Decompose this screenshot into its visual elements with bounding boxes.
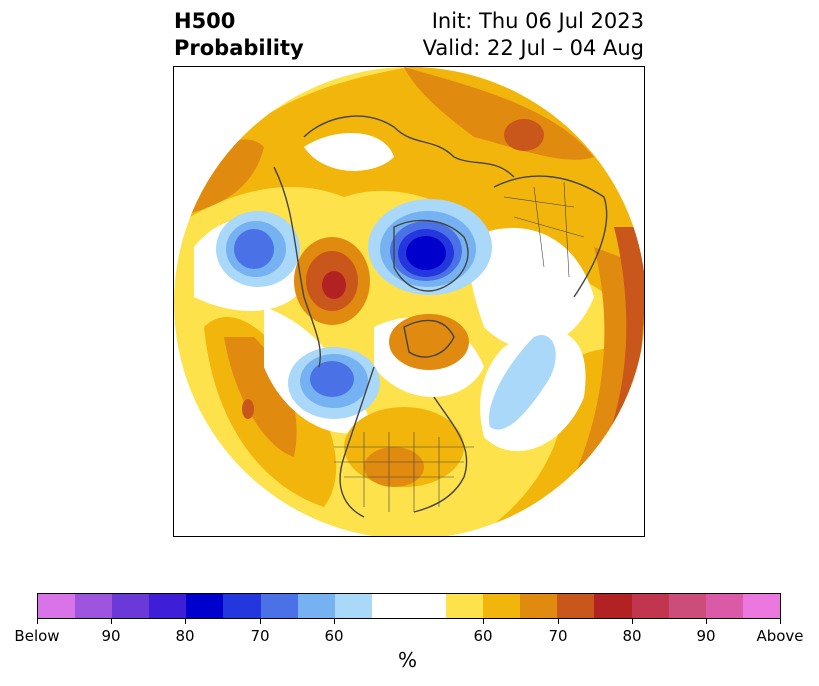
- colorbar-tick: [111, 619, 112, 624]
- probability-field: [174, 67, 644, 536]
- colorbar-labels: Below 90 80 70 60 60 70 80 90 Above: [0, 627, 819, 647]
- colorbar-segment: [594, 594, 632, 618]
- colorbar-segment: [483, 594, 521, 618]
- colorbar-tick: [706, 619, 707, 624]
- colorbar-label: Above: [756, 627, 804, 645]
- colorbar-label: 90: [101, 627, 121, 645]
- colorbar-tick: [558, 619, 559, 624]
- colorbar-label: 80: [622, 627, 642, 645]
- colorbar-segment: [112, 594, 150, 618]
- colorbar-tick: [483, 619, 484, 624]
- map-canvas: [174, 67, 644, 536]
- colorbar-tick: [632, 619, 633, 624]
- colorbar-segment: [408, 594, 447, 618]
- title-line-1: H500: [174, 9, 236, 33]
- colorbar-label: 70: [548, 627, 568, 645]
- colorbar-segment: [75, 594, 113, 618]
- colorbar-label: 60: [473, 627, 493, 645]
- colorbar-segment: [371, 594, 409, 618]
- colorbar-tick: [260, 619, 261, 624]
- polar-map: [173, 66, 645, 537]
- map-title: H500 Probability: [174, 8, 304, 62]
- colorbar-segment: [38, 594, 76, 618]
- colorbar-label: 60: [324, 627, 344, 645]
- colorbar-unit-label: %: [398, 648, 418, 672]
- colorbar-label: 70: [250, 627, 270, 645]
- colorbar-segment: [631, 594, 669, 618]
- colorbar-segment: [705, 594, 743, 618]
- forecast-dates: Init: Thu 06 Jul 2023 Valid: 22 Jul – 04…: [423, 8, 644, 62]
- borders: [334, 181, 585, 512]
- colorbar-tick: [334, 619, 335, 624]
- colorbar-segment: [297, 594, 335, 618]
- colorbar-segment: [223, 594, 261, 618]
- colorbar-label: 80: [175, 627, 195, 645]
- colorbar-segment: [260, 594, 298, 618]
- colorbar-segment: [557, 594, 595, 618]
- colorbar-segment: [186, 594, 224, 618]
- colorbar-segment: [520, 594, 558, 618]
- colorbar-label: 90: [696, 627, 716, 645]
- init-date: Init: Thu 06 Jul 2023: [431, 9, 644, 33]
- colorbar-segment: [668, 594, 706, 618]
- colorbar-tick: [37, 619, 38, 624]
- colorbar-label: Below: [14, 627, 60, 645]
- title-line-2: Probability: [174, 36, 304, 60]
- colorbar-segment: [334, 594, 372, 618]
- colorbar-tick: [780, 619, 781, 624]
- colorbar-segment: [149, 594, 187, 618]
- colorbar: [37, 593, 781, 619]
- colorbar-segment: [742, 594, 780, 618]
- colorbar-tick: [185, 619, 186, 624]
- colorbar-segment: [446, 594, 484, 618]
- valid-date: Valid: 22 Jul – 04 Aug: [422, 36, 644, 60]
